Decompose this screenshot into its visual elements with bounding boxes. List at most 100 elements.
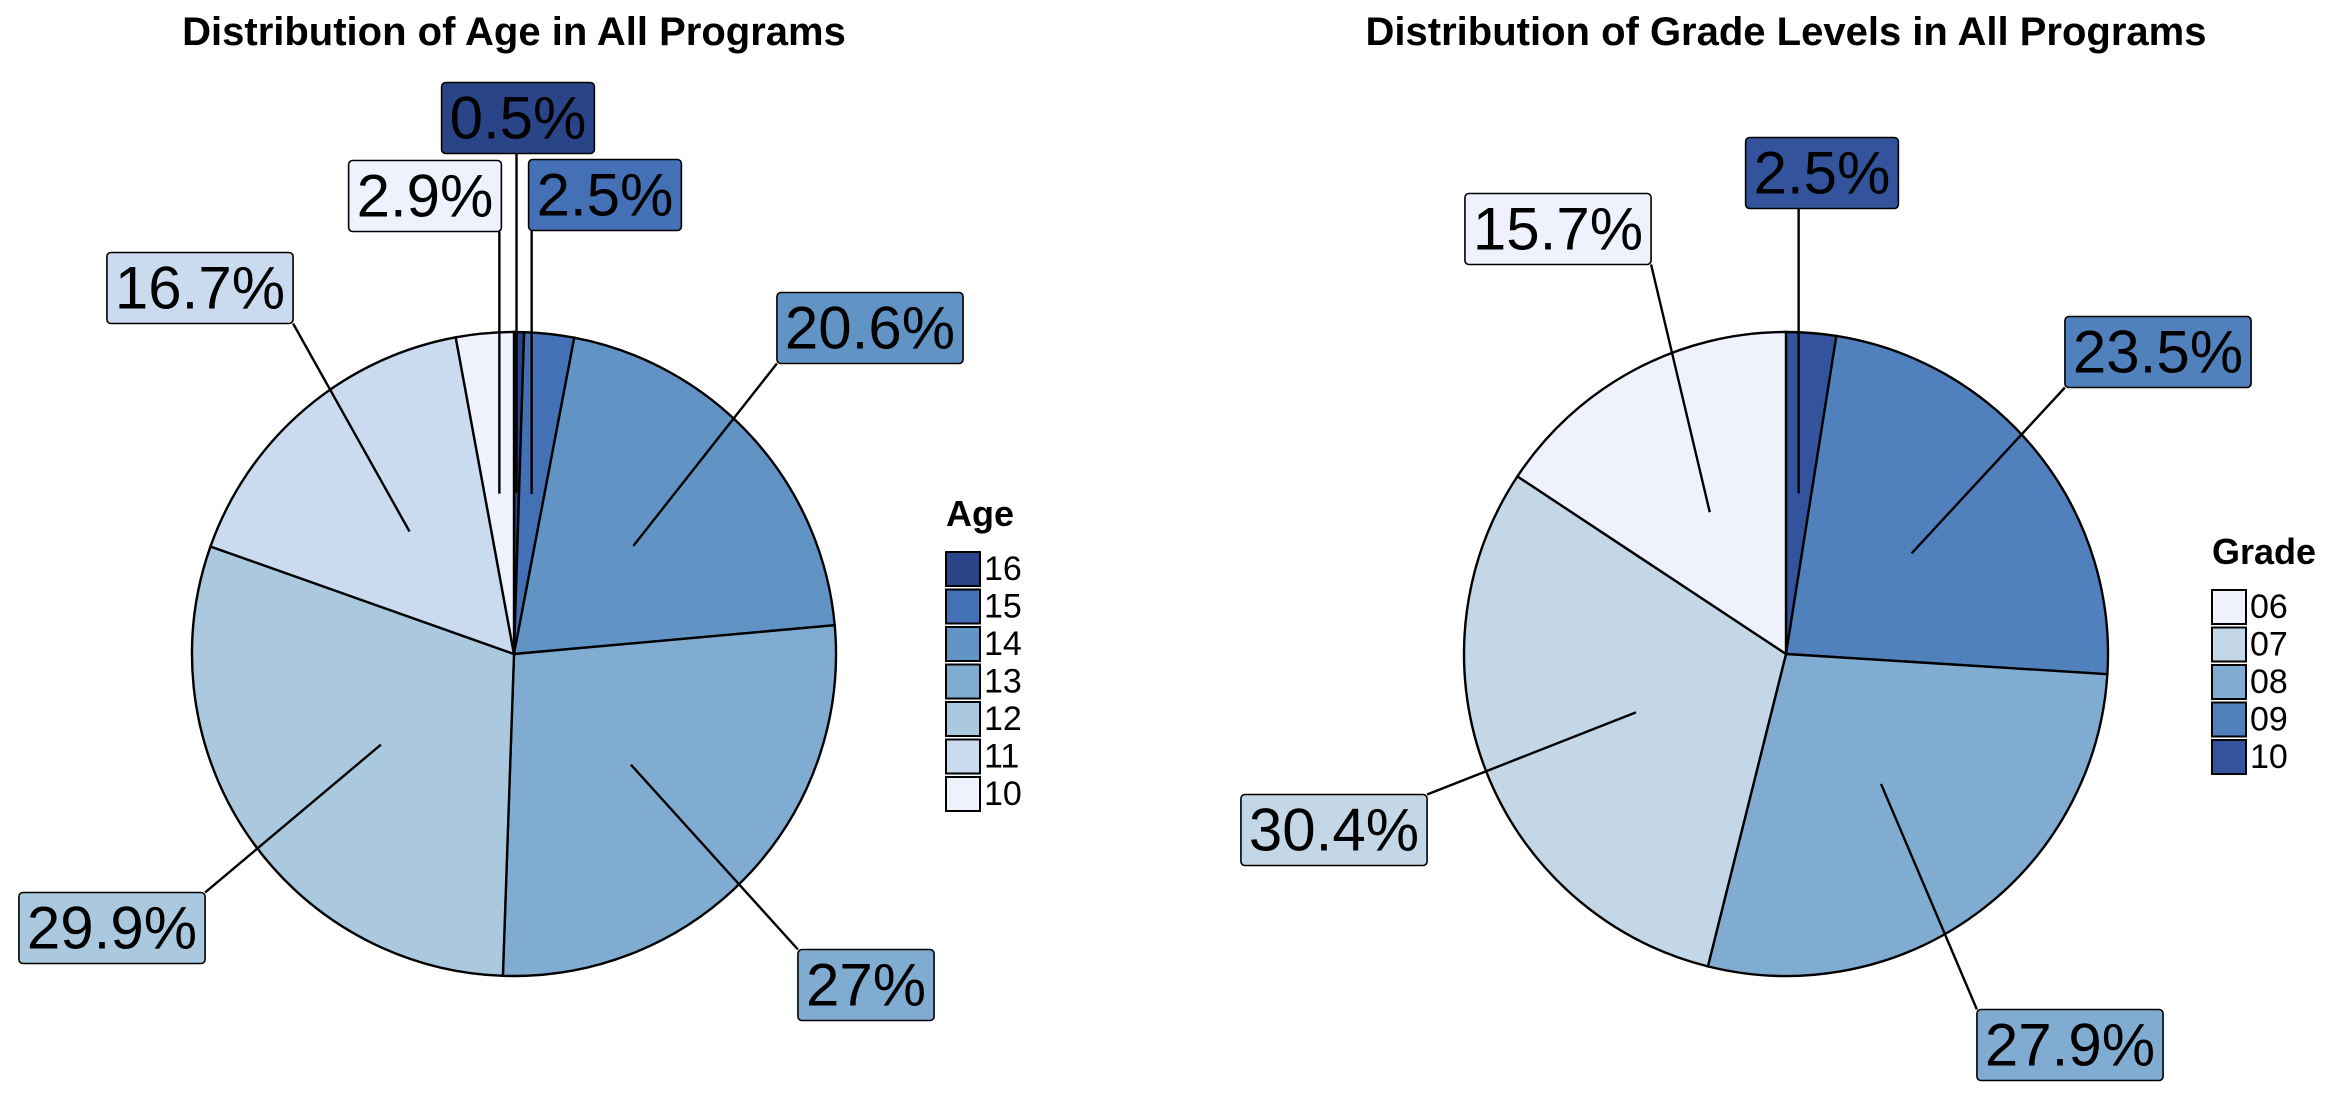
age-slice-label-text: 0.5% bbox=[450, 85, 587, 152]
age-slice-label-text: 29.9% bbox=[27, 895, 197, 962]
age-slice-label-box bbox=[776, 291, 964, 365]
grade-legend-label: 07 bbox=[2250, 626, 2288, 664]
age-legend-key bbox=[945, 701, 981, 737]
grade-slice-label-box bbox=[1976, 1008, 2164, 1082]
age-legend-item: 16 bbox=[945, 550, 1022, 588]
age-slice-label-box bbox=[347, 159, 503, 233]
age-pie-chart: Distribution of Age in All Programs 0.5%… bbox=[18, 10, 1022, 1022]
age-legend-label: 14 bbox=[984, 625, 1022, 663]
grade-legend-label: 06 bbox=[2250, 588, 2288, 626]
age-pie-labels: 0.5% 2.5% 20.6% 27% 29.9% 16.7% 2.9% bbox=[18, 81, 964, 1022]
grade-leader-line-08 bbox=[1879, 783, 1979, 1010]
age-legend-key bbox=[945, 776, 981, 812]
age-legend-item: 12 bbox=[945, 700, 1022, 738]
grade-slice-label-09: 23.5% bbox=[2064, 315, 2252, 389]
grade-legend-key bbox=[2211, 701, 2247, 738]
age-legend-item: 15 bbox=[945, 588, 1022, 626]
grade-legend-item: 08 bbox=[2211, 663, 2288, 701]
age-legend-label: 13 bbox=[984, 663, 1022, 701]
age-legend-key bbox=[945, 626, 981, 662]
grade-pie-leader-lines bbox=[1426, 208, 2066, 1010]
age-legend-key bbox=[945, 663, 981, 700]
grade-legend-label: 10 bbox=[2250, 738, 2288, 776]
grade-legend-key bbox=[2211, 589, 2247, 625]
age-slice-13 bbox=[501, 623, 838, 978]
age-slice-label-12: 29.9% bbox=[18, 891, 206, 965]
grade-slice-label-06: 15.7% bbox=[1464, 192, 1652, 266]
age-slice-11 bbox=[208, 335, 516, 656]
grade-slice-label-text: 2.5% bbox=[1754, 140, 1891, 207]
grade-legend-key bbox=[2211, 739, 2247, 775]
age-slice-label-box bbox=[106, 251, 294, 325]
age-legend-item: 11 bbox=[945, 738, 1019, 776]
age-legend-label: 10 bbox=[984, 775, 1022, 813]
grade-legend-item: 07 bbox=[2211, 626, 2288, 664]
grade-pie-labels: 2.5% 23.5% 27.9% 30.4% 15.7% bbox=[1240, 136, 2252, 1082]
age-slice-14 bbox=[512, 336, 837, 656]
grade-legend-item: 06 bbox=[2211, 588, 2288, 626]
grade-legend-label: 08 bbox=[2250, 663, 2288, 701]
grade-legend-key bbox=[2211, 664, 2247, 700]
grade-pie-slices bbox=[1462, 330, 2110, 978]
grade-legend-title: Grade bbox=[2212, 531, 2316, 572]
age-slice-label-11: 16.7% bbox=[106, 251, 294, 325]
grade-legend-item: 10 bbox=[2211, 738, 2288, 776]
grade-slice-label-box bbox=[1464, 192, 1652, 266]
grade-legend-label: 09 bbox=[2250, 701, 2288, 739]
grade-leader-line-06 bbox=[1649, 264, 1711, 513]
age-slice-label-13: 27% bbox=[797, 948, 935, 1022]
age-leader-line-12 bbox=[204, 743, 382, 894]
age-slice-label-box bbox=[18, 891, 206, 965]
age-legend-label: 11 bbox=[984, 738, 1019, 776]
grade-pie-chart: Distribution of Grade Levels in All Prog… bbox=[1240, 10, 2316, 1082]
age-slice-label-15: 2.5% bbox=[527, 158, 683, 232]
grade-leader-line-09 bbox=[1910, 386, 2066, 555]
age-legend-key bbox=[945, 551, 981, 587]
grade-slice-label-text: 30.4% bbox=[1249, 797, 1419, 864]
age-slice-label-text: 27% bbox=[806, 952, 926, 1019]
age-slice-label-text: 16.7% bbox=[115, 255, 285, 322]
grade-slice-label-text: 23.5% bbox=[2073, 319, 2243, 386]
age-slice-label-14: 20.6% bbox=[776, 291, 964, 365]
age-legend-item: 10 bbox=[945, 775, 1022, 813]
age-pie-leader-lines bbox=[204, 153, 799, 951]
age-legend-key bbox=[945, 588, 981, 625]
grade-slice-label-10: 2.5% bbox=[1744, 136, 1900, 210]
grade-chart-title: Distribution of Grade Levels in All Prog… bbox=[1366, 10, 2207, 54]
age-slice-label-box bbox=[527, 158, 683, 232]
grade-slice-label-box bbox=[2064, 315, 2252, 389]
grade-legend-key bbox=[2211, 626, 2247, 663]
age-legend-label: 12 bbox=[984, 700, 1022, 738]
age-leader-line-13 bbox=[630, 763, 799, 951]
age-legend-title: Age bbox=[946, 493, 1014, 534]
age-legend-key bbox=[945, 738, 981, 775]
grade-slice-label-07: 30.4% bbox=[1240, 793, 1428, 867]
grade-slice-08 bbox=[1706, 652, 2109, 978]
age-legend-label: 16 bbox=[984, 550, 1022, 588]
age-slice-label-text: 2.9% bbox=[357, 163, 494, 230]
age-slice-label-box bbox=[797, 948, 935, 1022]
age-legend-label: 15 bbox=[984, 588, 1022, 626]
age-pie-slices bbox=[190, 330, 838, 978]
grade-legend-item: 09 bbox=[2211, 701, 2288, 739]
grade-slice-label-box bbox=[1744, 136, 1900, 210]
grade-slice-label-text: 27.9% bbox=[1985, 1012, 2155, 1079]
age-legend-item: 13 bbox=[945, 663, 1022, 701]
grade-slice-06 bbox=[1515, 330, 1788, 657]
grade-slice-09 bbox=[1784, 334, 2110, 676]
grade-slice-label-box bbox=[1240, 793, 1428, 867]
age-slice-label-box bbox=[440, 81, 596, 155]
age-leader-line-14 bbox=[632, 362, 778, 547]
grade-slice-label-text: 15.7% bbox=[1473, 196, 1643, 263]
age-slice-12 bbox=[190, 544, 516, 978]
age-slice-label-16: 0.5% bbox=[440, 81, 596, 155]
age-legend-item: 14 bbox=[945, 625, 1022, 663]
age-slice-label-text: 20.6% bbox=[785, 295, 955, 362]
age-chart-title: Distribution of Age in All Programs bbox=[182, 10, 846, 54]
grade-slice-label-08: 27.9% bbox=[1976, 1008, 2164, 1082]
